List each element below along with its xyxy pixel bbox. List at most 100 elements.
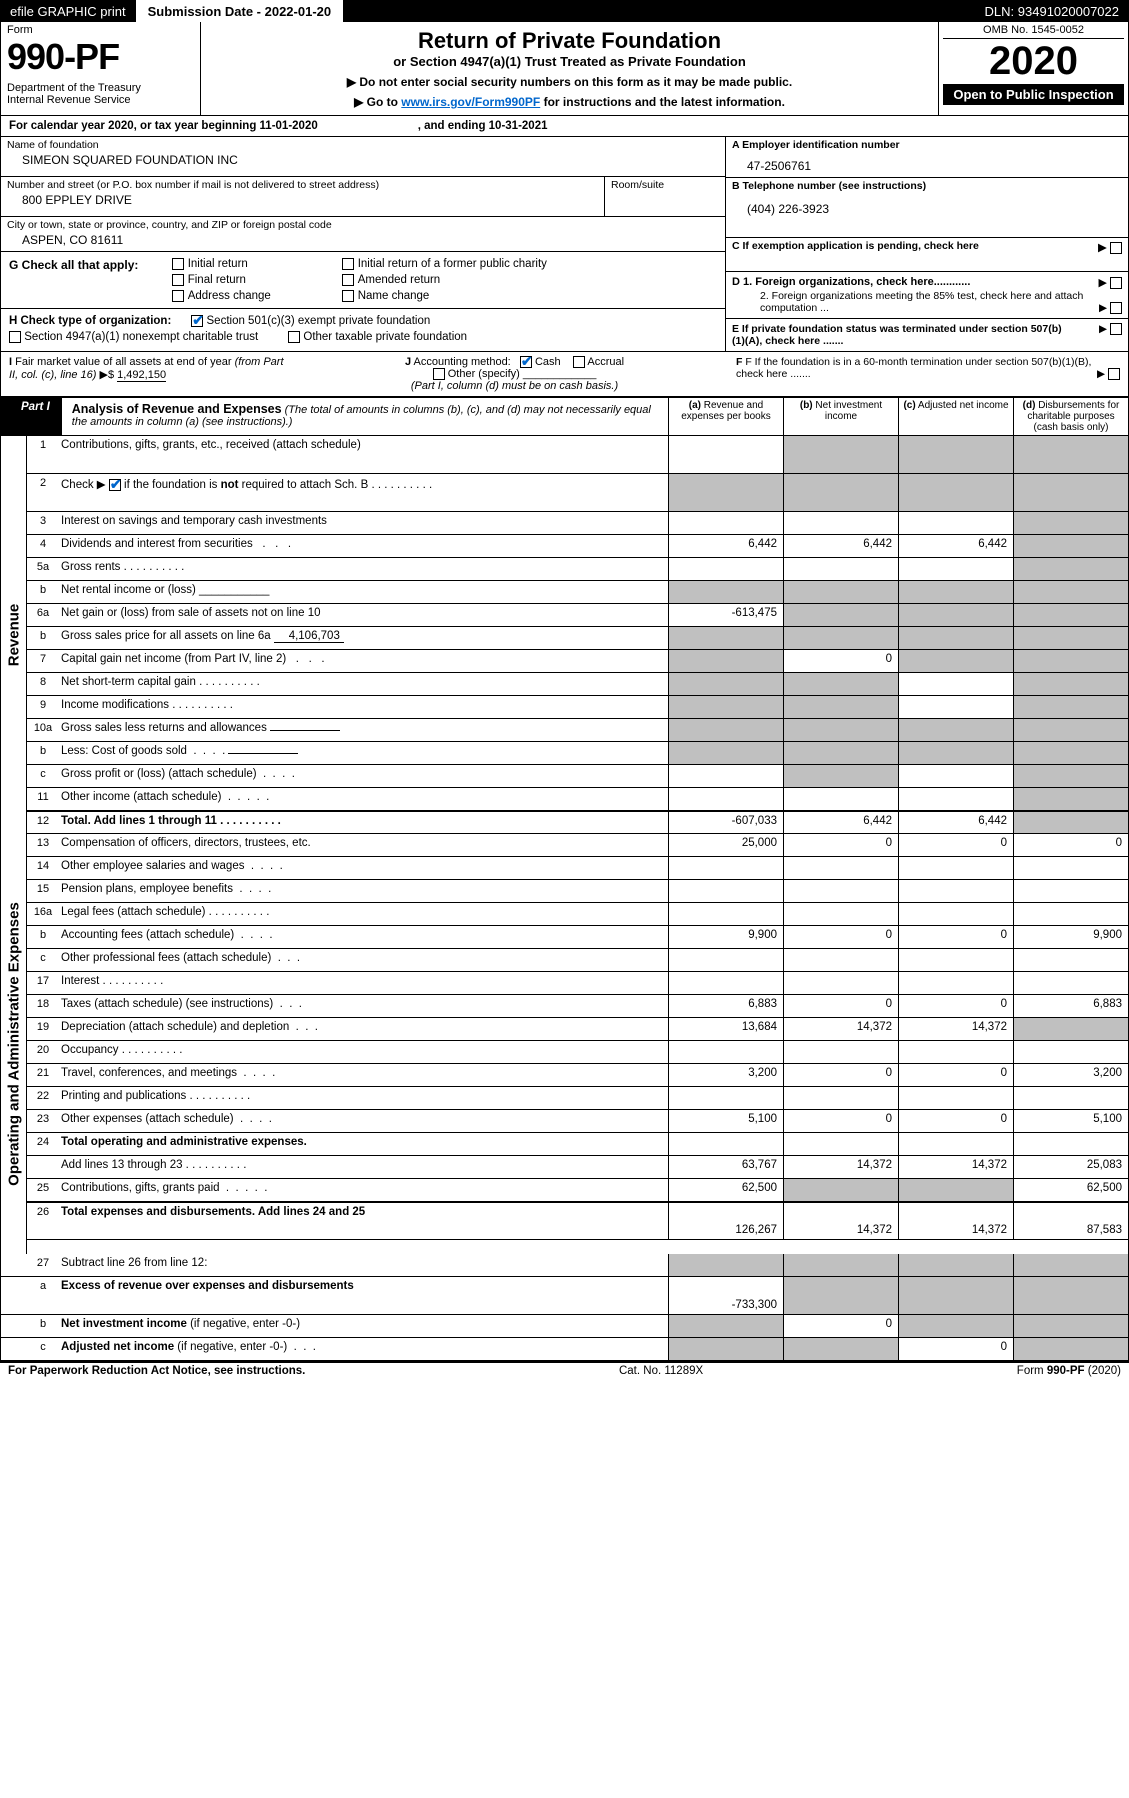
r6a: Net gain or (loss) from sale of assets n…: [59, 604, 668, 626]
r8: Net short-term capital gain: [59, 673, 668, 695]
footer-right: Form 990-PF (2020): [1017, 1365, 1121, 1377]
open-to-public: Open to Public Inspection: [943, 84, 1124, 105]
city-label: City or town, state or province, country…: [7, 219, 719, 231]
h-line: H Check type of organization: Section 50…: [1, 309, 725, 349]
ein-value: 47-2506761: [732, 151, 1122, 173]
addr-value: 800 EPPLEY DRIVE: [7, 191, 598, 207]
r2: Check ▶ if the foundation is not require…: [59, 474, 668, 511]
r24b: Add lines 13 through 23: [59, 1156, 668, 1178]
r21: Travel, conferences, and meetings . . . …: [59, 1064, 668, 1086]
r20: Occupancy: [59, 1041, 668, 1063]
i-value: 1,492,150: [117, 369, 166, 382]
cb-other-tax[interactable]: Other taxable private foundation: [288, 331, 467, 343]
r16a: Legal fees (attach schedule): [59, 903, 668, 925]
omb: OMB No. 1545-0052: [943, 24, 1124, 39]
dln-label: DLN: 93491020007022: [975, 0, 1129, 22]
warn-ssn: ▶ Do not enter social security numbers o…: [211, 75, 928, 89]
footer: For Paperwork Reduction Act Notice, see …: [0, 1362, 1129, 1379]
irs-link[interactable]: www.irs.gov/Form990PF: [401, 95, 540, 109]
form-header: Form 990-PF Department of the Treasury I…: [0, 22, 1129, 116]
r10b: Less: Cost of goods sold . . . .: [59, 742, 668, 764]
cb-501c3[interactable]: Section 501(c)(3) exempt private foundat…: [191, 315, 430, 327]
cb-cash[interactable]: Cash: [520, 356, 561, 368]
r7: Capital gain net income (from Part IV, l…: [59, 650, 668, 672]
foundation-name: SIMEON SQUARED FOUNDATION INC: [7, 151, 719, 167]
r27a: Excess of revenue over expenses and disb…: [59, 1277, 668, 1314]
cb-initial-former[interactable]: Initial return of a former public charit…: [342, 258, 632, 270]
line27-block: 27Subtract line 26 from line 12: aExcess…: [0, 1254, 1129, 1362]
top-bar: efile GRAPHIC print Submission Date - 20…: [0, 0, 1129, 22]
r5b: Net rental income or (loss) ___________: [59, 581, 668, 603]
cb-amended[interactable]: Amended return: [342, 274, 632, 286]
r19: Depreciation (attach schedule) and deple…: [59, 1018, 668, 1040]
r10a: Gross sales less returns and allowances: [59, 719, 668, 741]
g-check-row: G Check all that apply: Initial return I…: [1, 252, 725, 309]
r5a: Gross rents: [59, 558, 668, 580]
tel-label: B Telephone number (see instructions): [732, 180, 1122, 192]
r14: Other employee salaries and wages . . . …: [59, 857, 668, 879]
e-line: E If private foundation status was termi…: [726, 319, 1128, 351]
tax-year: 2020: [943, 39, 1124, 84]
addr-label: Number and street (or P.O. box number if…: [7, 179, 598, 191]
r27c: Adjusted net income (if negative, enter …: [59, 1338, 668, 1360]
r26: Total expenses and disbursements. Add li…: [59, 1203, 668, 1239]
ijk-row: I Fair market value of all assets at end…: [0, 351, 1129, 397]
cb-e[interactable]: [1110, 323, 1122, 335]
cb-addr-change[interactable]: Address change: [172, 290, 322, 302]
tel-value: (404) 226-3923: [732, 192, 1122, 216]
entity-info: Name of foundation SIMEON SQUARED FOUNDA…: [0, 137, 1129, 351]
cb-schb[interactable]: [109, 479, 121, 491]
r27b: Net investment income (if negative, ente…: [59, 1315, 668, 1337]
r12: Total. Add lines 1 through 11: [59, 812, 668, 833]
r11: Other income (attach schedule) . . . . .: [59, 788, 668, 810]
cb-4947[interactable]: Section 4947(a)(1) nonexempt charitable …: [9, 331, 258, 343]
submission-date: Submission Date - 2022-01-20: [138, 0, 344, 22]
name-label: Name of foundation: [7, 139, 719, 151]
cb-final[interactable]: Final return: [172, 274, 322, 286]
r10c: Gross profit or (loss) (attach schedule)…: [59, 765, 668, 787]
col-b-header: (b) Net investment income: [783, 398, 898, 435]
d1: D 1. Foreign organizations, check here..…: [726, 272, 1128, 319]
city-value: ASPEN, CO 81611: [7, 231, 719, 247]
cb-d1[interactable]: [1110, 277, 1122, 289]
expenses-table: Operating and Administrative Expenses 13…: [0, 834, 1129, 1254]
r27: Subtract line 26 from line 12:: [59, 1254, 668, 1276]
r17: Interest: [59, 972, 668, 994]
r24: Total operating and administrative expen…: [59, 1133, 668, 1155]
r1: Contributions, gifts, grants, etc., rece…: [59, 436, 668, 473]
warn-link: ▶ Go to www.irs.gov/Form990PF for instru…: [211, 95, 928, 109]
r6b: Gross sales price for all assets on line…: [59, 627, 668, 649]
part-i-header: Part I Analysis of Revenue and Expenses …: [0, 397, 1129, 435]
r16c: Other professional fees (attach schedule…: [59, 949, 668, 971]
cb-initial[interactable]: Initial return: [172, 258, 322, 270]
col-d-header: (d) Disbursements for charitable purpose…: [1013, 398, 1128, 435]
side-revenue: Revenue: [5, 604, 22, 667]
cb-other-acct[interactable]: Other (specify) ____________: [433, 368, 597, 380]
r23: Other expenses (attach schedule) . . . .: [59, 1110, 668, 1132]
r25: Contributions, gifts, grants paid . . . …: [59, 1179, 668, 1201]
cb-accrual[interactable]: Accrual: [573, 356, 624, 368]
footer-mid: Cat. No. 11289X: [619, 1365, 703, 1377]
cb-d2[interactable]: [1110, 302, 1122, 314]
room-label: Room/suite: [611, 179, 719, 191]
efile-label: efile GRAPHIC print: [0, 0, 138, 22]
dept: Department of the Treasury Internal Reve…: [7, 82, 194, 106]
cb-f[interactable]: [1108, 368, 1120, 380]
r9: Income modifications: [59, 696, 668, 718]
col-a-header: (a) Revenue and expenses per books: [668, 398, 783, 435]
r13: Compensation of officers, directors, tru…: [59, 834, 668, 856]
form-number: 990-PF: [7, 36, 194, 78]
footer-left: For Paperwork Reduction Act Notice, see …: [8, 1365, 305, 1377]
r15: Pension plans, employee benefits . . . .: [59, 880, 668, 902]
col-c-header: (c) Adjusted net income: [898, 398, 1013, 435]
cb-c[interactable]: [1110, 242, 1122, 254]
form-subtitle: or Section 4947(a)(1) Trust Treated as P…: [211, 54, 928, 69]
cb-name-change[interactable]: Name change: [342, 290, 632, 302]
r18: Taxes (attach schedule) (see instruction…: [59, 995, 668, 1017]
r16b: Accounting fees (attach schedule) . . . …: [59, 926, 668, 948]
form-word: Form: [7, 24, 194, 36]
calendar-year-line: For calendar year 2020, or tax year begi…: [0, 116, 1129, 137]
r3: Interest on savings and temporary cash i…: [59, 512, 668, 534]
part-label: Part I: [1, 398, 62, 435]
side-expenses: Operating and Administrative Expenses: [5, 902, 22, 1186]
